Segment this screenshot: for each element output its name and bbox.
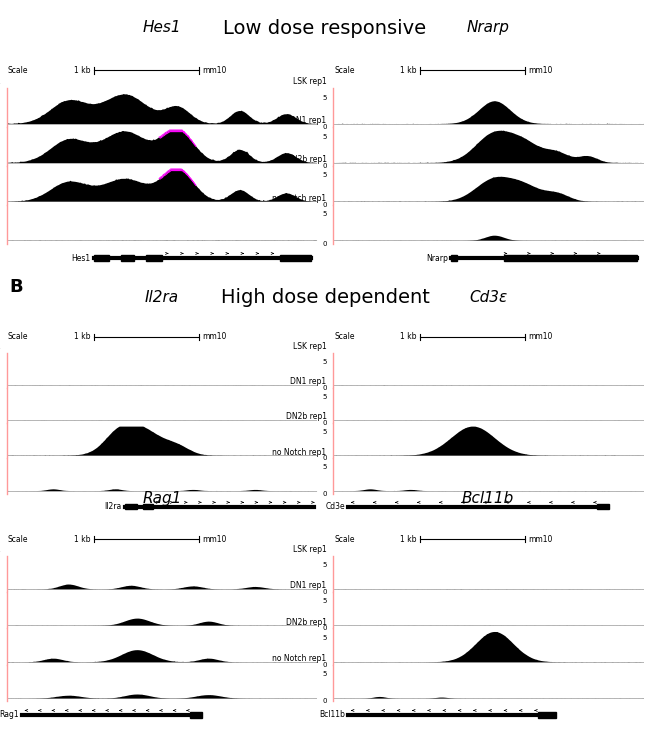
Text: 0: 0 [322, 163, 326, 169]
Bar [125, 504, 137, 509]
Text: Scale: Scale [8, 333, 28, 342]
Text: 0: 0 [322, 202, 326, 208]
Text: 0: 0 [322, 589, 326, 595]
Text: mm10: mm10 [528, 333, 553, 342]
Text: 5: 5 [322, 358, 326, 364]
Bar [451, 255, 457, 261]
Text: 1 kb: 1 kb [74, 66, 90, 75]
Text: Bcl11b: Bcl11b [319, 710, 345, 720]
Bar [146, 255, 162, 261]
Text: mm10: mm10 [528, 534, 553, 544]
Text: 0: 0 [322, 626, 326, 631]
Text: no Notch rep1: no Notch rep1 [272, 194, 326, 202]
Text: 5: 5 [322, 634, 326, 640]
Text: Il2ra: Il2ra [104, 502, 122, 512]
Text: LSK rep1: LSK rep1 [292, 545, 326, 553]
Text: DN1 rep1: DN1 rep1 [291, 581, 326, 590]
Text: 5: 5 [322, 464, 326, 470]
Text: DN2b rep1: DN2b rep1 [285, 155, 326, 164]
Text: 0: 0 [322, 241, 326, 247]
Text: Scale: Scale [334, 534, 354, 544]
Text: Hes1: Hes1 [142, 21, 181, 35]
Text: 1 kb: 1 kb [400, 333, 417, 342]
Text: LSK rep1: LSK rep1 [292, 77, 326, 86]
Text: Rag1: Rag1 [142, 492, 181, 506]
Text: mm10: mm10 [528, 66, 553, 75]
Text: 0: 0 [322, 456, 326, 461]
Text: 5: 5 [322, 562, 326, 567]
Text: DN2b rep1: DN2b rep1 [285, 618, 326, 626]
Bar [597, 504, 609, 509]
Text: Il2ra: Il2ra [145, 290, 179, 305]
Text: DN2b rep1: DN2b rep1 [285, 412, 326, 422]
Text: 5: 5 [322, 394, 326, 400]
Bar [94, 255, 109, 261]
Text: no Notch rep1: no Notch rep1 [272, 447, 326, 456]
Bar [280, 255, 311, 261]
Text: 5: 5 [322, 211, 326, 217]
Text: Hes1: Hes1 [72, 254, 90, 263]
Bar [143, 504, 153, 509]
Text: 5: 5 [322, 598, 326, 604]
Text: 1 kb: 1 kb [400, 534, 417, 544]
Text: Rag1: Rag1 [0, 710, 19, 720]
Text: Low dose responsive: Low dose responsive [224, 19, 426, 38]
Text: Scale: Scale [8, 534, 28, 544]
Text: no Notch rep1: no Notch rep1 [272, 654, 326, 663]
Text: Cd3e: Cd3e [326, 502, 345, 512]
Text: 0: 0 [322, 420, 326, 426]
Text: LSK rep1: LSK rep1 [292, 342, 326, 351]
Text: 1 kb: 1 kb [74, 534, 90, 544]
Bar [190, 712, 202, 718]
Bar [122, 255, 134, 261]
Text: 1 kb: 1 kb [400, 66, 417, 75]
Text: mm10: mm10 [202, 534, 227, 544]
Text: Scale: Scale [8, 66, 28, 75]
Text: DN1 rep1: DN1 rep1 [291, 116, 326, 125]
Text: B: B [10, 278, 23, 296]
Text: 0: 0 [322, 662, 326, 668]
Text: 0: 0 [322, 124, 326, 130]
Text: Scale: Scale [334, 66, 354, 75]
Bar [538, 712, 556, 718]
Text: 5: 5 [322, 172, 326, 179]
Text: mm10: mm10 [202, 333, 227, 342]
Text: Bcl11b: Bcl11b [462, 492, 514, 506]
Text: 1 kb: 1 kb [74, 333, 90, 342]
Text: 0: 0 [322, 490, 326, 497]
Text: DN1 rep1: DN1 rep1 [291, 378, 326, 386]
Text: mm10: mm10 [202, 66, 227, 75]
Text: Nrarp: Nrarp [467, 21, 510, 35]
Text: 5: 5 [322, 429, 326, 435]
Text: High dose dependent: High dose dependent [220, 288, 430, 306]
Text: 5: 5 [322, 671, 326, 677]
Text: Nrarp: Nrarp [426, 254, 448, 263]
Text: Cd3ε: Cd3ε [469, 290, 507, 305]
Text: 0: 0 [322, 385, 326, 391]
Bar [504, 255, 637, 261]
Text: 5: 5 [322, 95, 326, 101]
Text: 5: 5 [322, 133, 326, 140]
Text: 0: 0 [322, 698, 326, 704]
Text: Scale: Scale [334, 333, 354, 342]
